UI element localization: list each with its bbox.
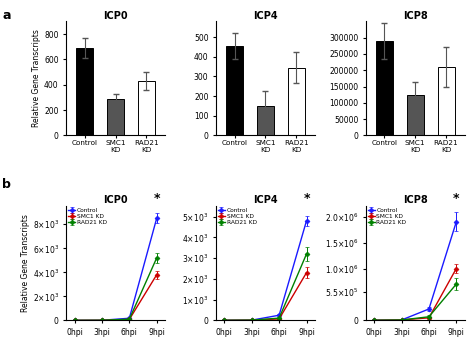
Bar xyxy=(376,41,393,136)
Title: ICP4: ICP4 xyxy=(253,11,278,21)
Title: ICP8: ICP8 xyxy=(403,11,428,21)
Bar xyxy=(407,95,424,136)
Bar xyxy=(76,48,93,136)
Text: *: * xyxy=(303,192,310,205)
Title: ICP4: ICP4 xyxy=(253,195,278,205)
Bar xyxy=(107,99,124,136)
Legend: Control, SMC1 KD, RAD21 KD: Control, SMC1 KD, RAD21 KD xyxy=(218,208,257,226)
Bar xyxy=(257,106,274,136)
Text: *: * xyxy=(154,192,160,205)
Title: ICP0: ICP0 xyxy=(103,195,128,205)
Text: *: * xyxy=(453,192,460,205)
Text: b: b xyxy=(2,178,11,191)
Title: ICP0: ICP0 xyxy=(103,11,128,21)
Y-axis label: Relative Gene Transcripts: Relative Gene Transcripts xyxy=(21,214,30,312)
Text: a: a xyxy=(2,9,11,22)
Legend: Control, SMC1 KD, RAD21 KD: Control, SMC1 KD, RAD21 KD xyxy=(367,208,407,226)
Bar xyxy=(288,68,305,136)
Bar xyxy=(138,81,155,136)
Bar xyxy=(438,67,455,136)
Y-axis label: Relative Gene Transcripts: Relative Gene Transcripts xyxy=(32,30,41,127)
Title: ICP8: ICP8 xyxy=(403,195,428,205)
Legend: Control, SMC1 KD, RAD21 KD: Control, SMC1 KD, RAD21 KD xyxy=(67,208,108,226)
Bar xyxy=(226,46,243,136)
